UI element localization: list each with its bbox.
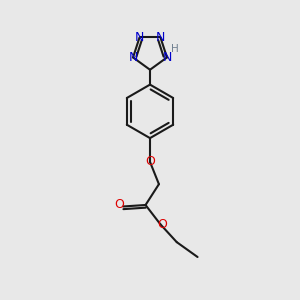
Text: N: N <box>156 31 165 44</box>
Text: N: N <box>162 51 172 64</box>
Text: O: O <box>145 155 155 168</box>
Text: O: O <box>157 218 167 231</box>
Text: N: N <box>128 51 138 64</box>
Text: H: H <box>171 44 179 54</box>
Text: O: O <box>114 199 124 212</box>
Text: N: N <box>135 31 144 44</box>
